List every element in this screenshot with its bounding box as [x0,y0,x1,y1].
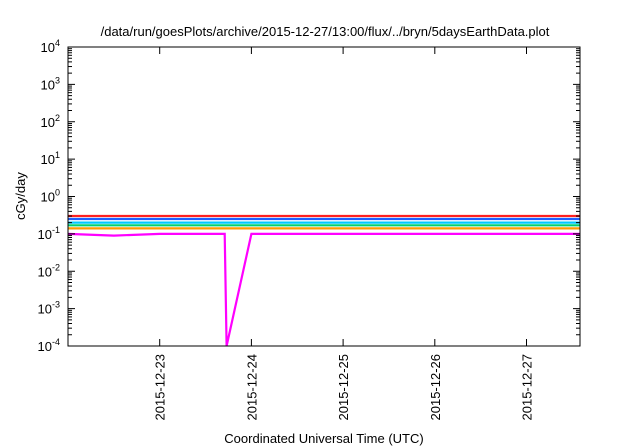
series-line-6 [67,232,580,347]
y-axis: 10-4 10-3 10-2 10-1 100 101 102 103 104 [38,38,580,354]
x-tick-label: 2015-12-23 [153,354,168,421]
y-tick-label: 10-1 [38,225,60,242]
series-layer [67,214,580,347]
y-tick-label: 103 [41,75,60,92]
x-tick-label: 2015-12-27 [520,354,535,421]
x-tick-label: 2015-12-25 [336,354,351,421]
y-tick-label: 102 [41,113,60,130]
x-axis-label: Coordinated Universal Time (UTC) [224,431,423,446]
chart-title: /data/run/goesPlots/archive/2015-12-27/1… [101,24,550,39]
x-axis: 2015-12-23 2015-12-24 2015-12-25 2015-12-26… [153,47,535,421]
y-tick-label: 10-2 [38,262,60,279]
y-tick-label: 100 [41,188,60,205]
y-tick-label: 10-3 [38,300,60,317]
y-axis-label: cGy/day [13,172,28,220]
plot-frame [67,46,581,347]
x-tick-label: 2015-12-26 [428,354,443,421]
y-tick-label: 104 [41,38,60,55]
x-tick-label: 2015-12-24 [244,354,259,421]
y-tick-label: 101 [41,150,60,167]
y-tick-label: 10-4 [38,337,60,354]
